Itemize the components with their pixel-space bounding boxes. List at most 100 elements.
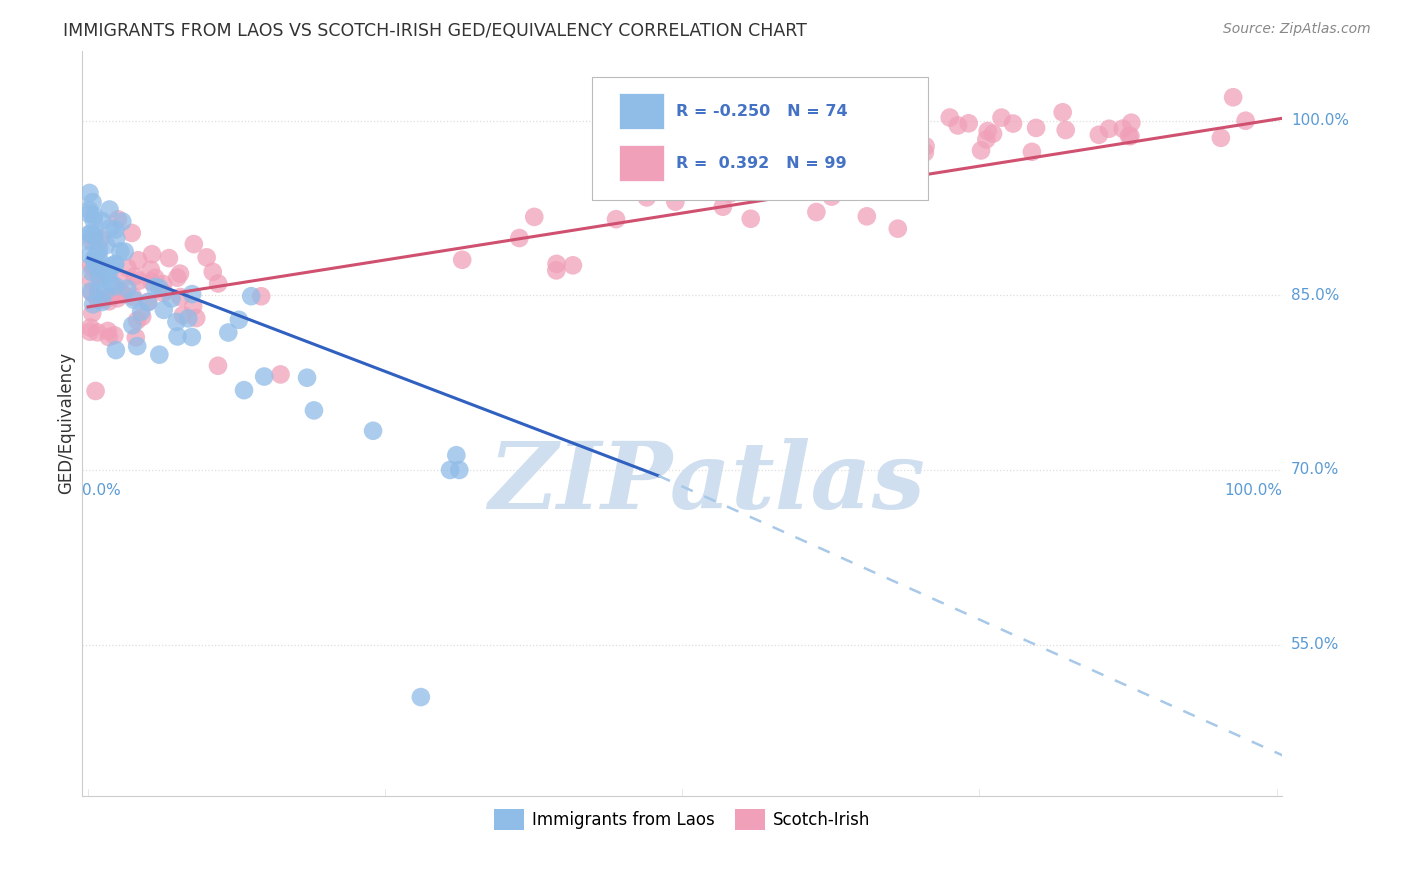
- Point: [957, 116, 980, 130]
- Point: [451, 252, 474, 267]
- Point: [1098, 121, 1121, 136]
- Point: [84, 384, 107, 398]
- Point: [94, 266, 117, 280]
- Point: [177, 311, 200, 326]
- Point: [141, 275, 163, 289]
- Point: [87, 246, 110, 260]
- Point: [98, 202, 121, 217]
- Point: [153, 302, 176, 317]
- Point: [80, 265, 103, 279]
- Point: [127, 339, 149, 353]
- Point: [89, 271, 111, 285]
- Point: [240, 289, 263, 303]
- Point: [1025, 120, 1047, 135]
- Point: [856, 210, 879, 224]
- Point: [172, 308, 194, 322]
- Point: [143, 280, 166, 294]
- Point: [821, 189, 844, 203]
- Point: [104, 258, 127, 272]
- Point: [169, 267, 191, 281]
- Point: [90, 213, 112, 227]
- Point: [82, 228, 104, 243]
- Point: [86, 326, 108, 340]
- Point: [96, 238, 118, 252]
- Point: [100, 277, 122, 292]
- Point: [605, 212, 627, 227]
- Point: [90, 232, 112, 246]
- Point: [83, 229, 105, 244]
- Text: 100.0%: 100.0%: [1225, 483, 1282, 498]
- Point: [546, 257, 568, 271]
- Point: [207, 359, 229, 373]
- Point: [180, 330, 202, 344]
- Point: [111, 272, 134, 286]
- Point: [561, 258, 583, 272]
- Point: [79, 227, 101, 241]
- Point: [711, 200, 734, 214]
- Point: [710, 168, 733, 182]
- Point: [157, 251, 180, 265]
- Point: [1209, 131, 1232, 145]
- Point: [1111, 121, 1133, 136]
- Point: [79, 186, 101, 200]
- Point: [84, 252, 107, 266]
- Point: [446, 448, 468, 462]
- Point: [104, 257, 127, 271]
- Point: [83, 213, 105, 227]
- Point: [105, 231, 128, 245]
- Point: [990, 111, 1012, 125]
- Point: [295, 370, 318, 384]
- Point: [107, 212, 129, 227]
- Point: [181, 287, 204, 301]
- Point: [87, 293, 110, 307]
- Point: [115, 281, 138, 295]
- Point: [546, 263, 568, 277]
- Point: [148, 281, 170, 295]
- Point: [80, 284, 103, 298]
- Point: [165, 315, 187, 329]
- Point: [87, 260, 110, 274]
- Point: [104, 343, 127, 357]
- Point: [139, 262, 162, 277]
- Point: [86, 260, 108, 274]
- Point: [143, 270, 166, 285]
- Point: [138, 294, 160, 309]
- Point: [103, 328, 125, 343]
- Point: [1052, 105, 1074, 120]
- Point: [89, 241, 111, 255]
- Point: [761, 184, 783, 198]
- Point: [166, 329, 188, 343]
- Point: [117, 260, 139, 275]
- Point: [125, 313, 148, 327]
- Text: 55.0%: 55.0%: [1291, 637, 1339, 652]
- Point: [79, 320, 101, 334]
- Point: [409, 690, 432, 704]
- Point: [946, 119, 969, 133]
- Text: 85.0%: 85.0%: [1291, 288, 1339, 302]
- Point: [107, 291, 129, 305]
- Point: [740, 211, 762, 226]
- Point: [636, 190, 658, 204]
- Text: R = -0.250   N = 74: R = -0.250 N = 74: [676, 103, 848, 119]
- Point: [201, 265, 224, 279]
- Point: [83, 229, 105, 244]
- Point: [148, 348, 170, 362]
- Point: [124, 269, 146, 284]
- Point: [87, 252, 110, 266]
- Point: [77, 207, 100, 221]
- Text: 100.0%: 100.0%: [1291, 113, 1348, 128]
- Point: [806, 205, 828, 219]
- Point: [97, 324, 120, 338]
- Point: [104, 222, 127, 236]
- Point: [1234, 113, 1257, 128]
- Point: [90, 293, 112, 307]
- Point: [976, 132, 998, 146]
- Point: [302, 403, 325, 417]
- Point: [169, 290, 191, 304]
- Point: [1119, 129, 1142, 144]
- Point: [664, 194, 686, 209]
- Point: [1222, 90, 1244, 104]
- FancyBboxPatch shape: [619, 145, 664, 181]
- Point: [718, 186, 741, 201]
- Point: [80, 227, 103, 241]
